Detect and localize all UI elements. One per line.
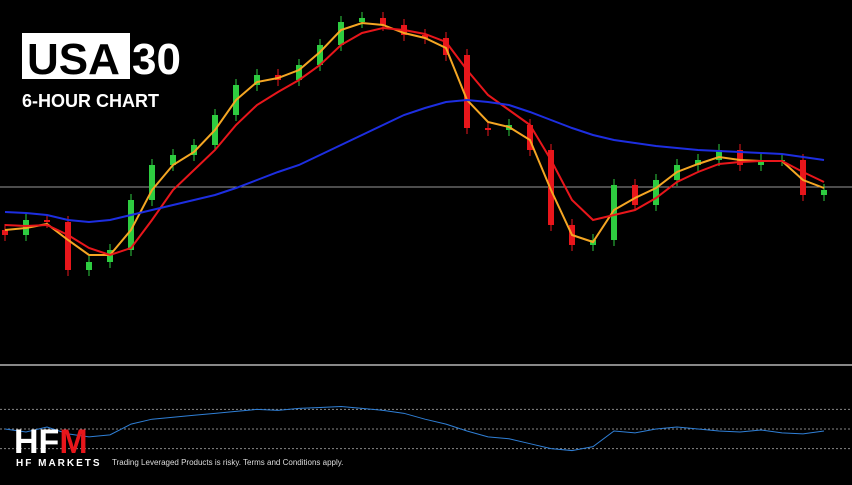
candle-body bbox=[422, 35, 428, 38]
candle-body bbox=[380, 18, 386, 25]
candle-body bbox=[65, 222, 71, 270]
candle-body bbox=[317, 45, 323, 65]
logo-part: HF bbox=[14, 423, 59, 461]
candle-body bbox=[254, 75, 260, 85]
chart-subtitle: 6-HOUR CHART bbox=[22, 91, 159, 111]
candle-body bbox=[527, 125, 533, 150]
title-box bbox=[22, 33, 130, 79]
candle-body bbox=[296, 65, 302, 80]
moving-average bbox=[4, 21, 825, 256]
candle-body bbox=[737, 150, 743, 165]
candle-body bbox=[716, 150, 722, 160]
candle-body bbox=[170, 155, 176, 165]
candle-body bbox=[800, 160, 806, 195]
indicator-line bbox=[4, 405, 825, 452]
candle-body bbox=[443, 38, 449, 55]
candle-body bbox=[611, 185, 617, 240]
candle-body bbox=[86, 262, 92, 270]
candle-body bbox=[758, 160, 764, 165]
candle-body bbox=[338, 22, 344, 45]
candle-body bbox=[485, 128, 491, 130]
candle-body bbox=[359, 18, 365, 22]
candle-body bbox=[191, 145, 197, 155]
disclaimer: Trading Leveraged Products is risky. Ter… bbox=[112, 458, 343, 467]
chart-title: USA bbox=[27, 35, 120, 84]
candle-body bbox=[632, 185, 638, 205]
logo-part: M bbox=[59, 423, 87, 461]
candle-body bbox=[653, 180, 659, 205]
candle-body bbox=[128, 200, 134, 250]
candle-body bbox=[464, 55, 470, 128]
brand: HF MARKETS bbox=[16, 458, 102, 469]
candle-body bbox=[821, 190, 827, 195]
logo: HFM bbox=[14, 423, 88, 461]
chart-title: 30 bbox=[132, 35, 181, 84]
candle-body bbox=[44, 220, 50, 222]
moving-average bbox=[4, 98, 825, 224]
candle-body bbox=[2, 230, 8, 235]
candle-body bbox=[149, 165, 155, 200]
moving-average bbox=[4, 26, 825, 257]
candle-body bbox=[695, 160, 701, 165]
